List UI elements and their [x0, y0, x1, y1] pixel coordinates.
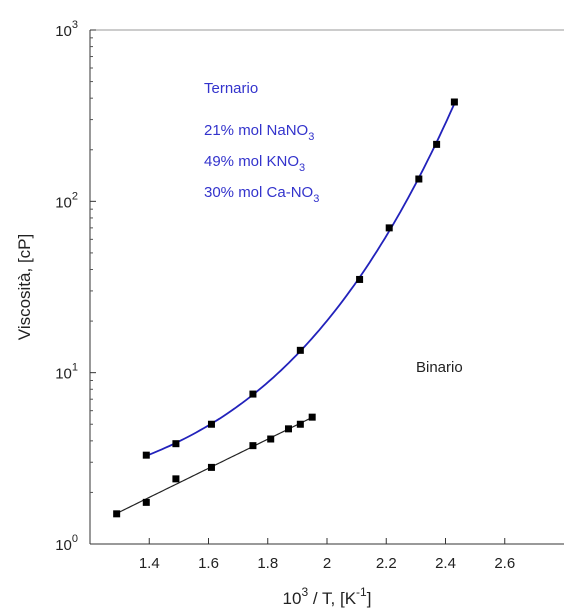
- data-point-ternario: [385, 224, 393, 232]
- x-label-base: 10: [283, 589, 302, 608]
- data-point-ternario: [450, 98, 458, 106]
- data-point-binario: [296, 420, 304, 428]
- x-tick-label: 1.8: [257, 555, 278, 572]
- y-tick-label-exponent: 1: [72, 362, 78, 374]
- y-tick-label-base: 10: [55, 194, 72, 211]
- x-tick-label: 1.6: [198, 555, 219, 572]
- ternario-label: Ternario: [204, 80, 258, 97]
- composition-2-text: 49% mol KNO: [204, 153, 299, 170]
- y-tick-label-exponent: 3: [72, 19, 78, 31]
- data-point-ternario: [142, 451, 150, 459]
- composition-line-1: 21% mol NaNO3: [204, 122, 314, 143]
- data-point-ternario: [172, 440, 180, 448]
- x-label-unit-exponent: -1: [356, 585, 367, 599]
- data-point-binario: [207, 463, 215, 471]
- binario-label: Binario: [416, 359, 463, 376]
- data-point-binario: [113, 510, 121, 518]
- y-tick-label: 102: [55, 190, 78, 211]
- data-point-binario: [308, 413, 316, 421]
- y-axis-label: Viscosità, [cP]: [15, 234, 34, 340]
- y-tick-label-base: 10: [55, 23, 72, 40]
- data-point-ternario: [249, 390, 257, 398]
- composition-line-2: 49% mol KNO3: [204, 153, 305, 174]
- y-tick-label-exponent: 0: [72, 533, 78, 545]
- composition-1-text: 21% mol NaNO: [204, 122, 308, 139]
- data-point-ternario: [207, 420, 215, 428]
- plot-area: [90, 30, 564, 544]
- x-tick-label: 2.2: [376, 555, 397, 572]
- y-tick-label: 101: [55, 362, 78, 383]
- composition-3-text: 30% mol Ca-NO: [204, 184, 313, 201]
- x-tick-label: 2.4: [435, 555, 456, 572]
- y-tick-label-base: 10: [55, 366, 72, 383]
- x-label-middle: / T, [K: [308, 589, 357, 608]
- composition-3-subscript: 3: [313, 193, 319, 205]
- x-label-exponent: 3: [301, 585, 308, 599]
- composition-1-subscript: 3: [308, 131, 314, 143]
- y-tick-label-exponent: 2: [72, 190, 78, 202]
- composition-2-subscript: 3: [299, 162, 305, 174]
- y-tick-label: 103: [55, 19, 78, 40]
- data-point-binario: [142, 498, 150, 506]
- x-axis-label: 103 / T, [K-1]: [283, 585, 372, 608]
- data-point-ternario: [433, 140, 441, 148]
- x-tick-label: 2: [323, 555, 331, 572]
- data-points: [113, 98, 458, 518]
- x-tick-label: 1.4: [139, 555, 160, 572]
- x-label-end: ]: [367, 589, 372, 608]
- data-point-ternario: [415, 175, 423, 183]
- data-point-ternario: [356, 275, 364, 283]
- data-point-binario: [172, 475, 180, 483]
- composition-line-3: 30% mol Ca-NO3: [204, 184, 319, 205]
- y-tick-label: 100: [55, 533, 78, 554]
- x-tick-label: 2.6: [494, 555, 515, 572]
- data-point-binario: [267, 435, 275, 443]
- data-point-binario: [284, 425, 292, 433]
- data-point-binario: [249, 442, 257, 450]
- data-point-ternario: [296, 346, 304, 354]
- y-tick-label-base: 10: [55, 537, 72, 554]
